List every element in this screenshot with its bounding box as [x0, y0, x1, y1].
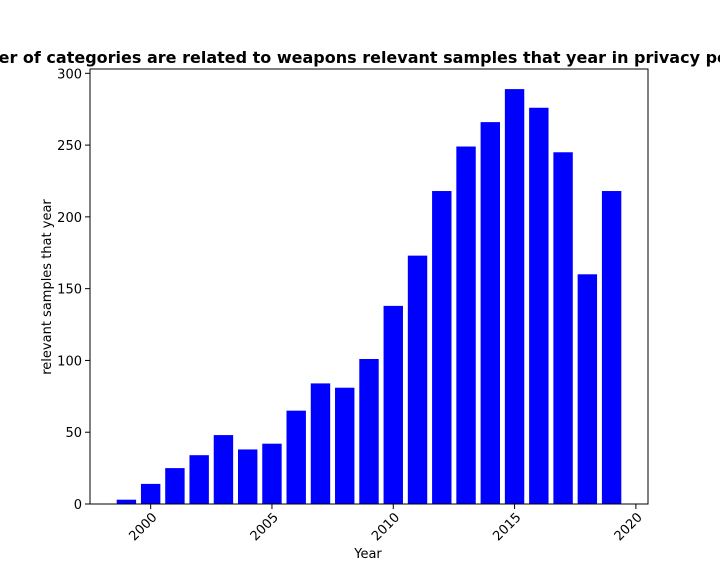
bar-2017 [553, 152, 573, 504]
bar-2001 [165, 468, 185, 504]
x-tick-label: 2015 [490, 510, 524, 544]
bar-1999 [116, 499, 137, 504]
bar-2009 [359, 359, 379, 504]
bar-2019 [601, 191, 622, 504]
bar-2018 [577, 274, 598, 504]
y-tick-label: 0 [74, 498, 82, 513]
y-tick-label: 200 [57, 211, 82, 226]
bar-2006 [286, 410, 306, 504]
x-tick-label: 2010 [369, 510, 403, 544]
bar-2003 [213, 435, 234, 504]
bar-2000 [140, 483, 161, 504]
bar-2004 [237, 449, 258, 504]
chart-title: Number of categories are related to weap… [0, 48, 720, 67]
x-tick-label: 2020 [612, 510, 646, 544]
y-tick-label: 250 [57, 139, 82, 154]
bar-2016 [529, 107, 549, 504]
bar-2010 [383, 305, 403, 504]
bar-2008 [335, 387, 355, 504]
plot-frame [89, 68, 649, 505]
y-tick-label: 300 [57, 67, 82, 82]
bar-2015 [504, 89, 525, 504]
bar-2012 [432, 191, 452, 504]
bar-2005 [262, 443, 282, 504]
bars-group [116, 89, 622, 505]
y-axis-label: relevant samples that year [40, 199, 55, 375]
bar-2014 [480, 122, 501, 505]
x-axis-ticks: 2000 2005 2010 2015 2020 [126, 504, 646, 544]
y-tick-label: 50 [65, 426, 82, 441]
bar-2013 [456, 146, 476, 504]
bar-2011 [407, 255, 428, 504]
y-axis-ticks: 0 50 100 150 200 250 300 [57, 67, 90, 513]
x-tick-label: 2005 [248, 510, 282, 544]
x-axis-label: Year [353, 547, 382, 562]
bar-2007 [310, 383, 331, 504]
y-tick-label: 150 [57, 283, 82, 298]
y-tick-label: 100 [57, 354, 82, 369]
bar-2002 [189, 455, 209, 504]
x-tick-label: 2000 [126, 510, 160, 544]
